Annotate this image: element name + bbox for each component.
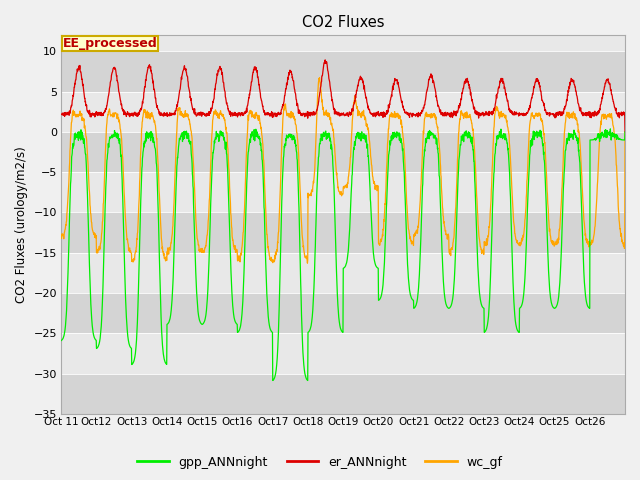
Bar: [61, 293, 625, 333]
Bar: [61, 253, 625, 293]
Y-axis label: CO2 Fluxes (urology/m2/s): CO2 Fluxes (urology/m2/s): [15, 146, 28, 303]
Bar: [61, 213, 625, 253]
Bar: [61, 333, 625, 373]
Bar: [61, 92, 625, 132]
Bar: [61, 51, 625, 92]
Legend: : [62, 36, 158, 51]
Bar: [61, 373, 625, 414]
Legend: gpp_ANNnight, er_ANNnight, wc_gf: gpp_ANNnight, er_ANNnight, wc_gf: [132, 451, 508, 474]
Title: CO2 Fluxes: CO2 Fluxes: [302, 15, 385, 30]
Bar: [61, 172, 625, 213]
Bar: [61, 132, 625, 172]
